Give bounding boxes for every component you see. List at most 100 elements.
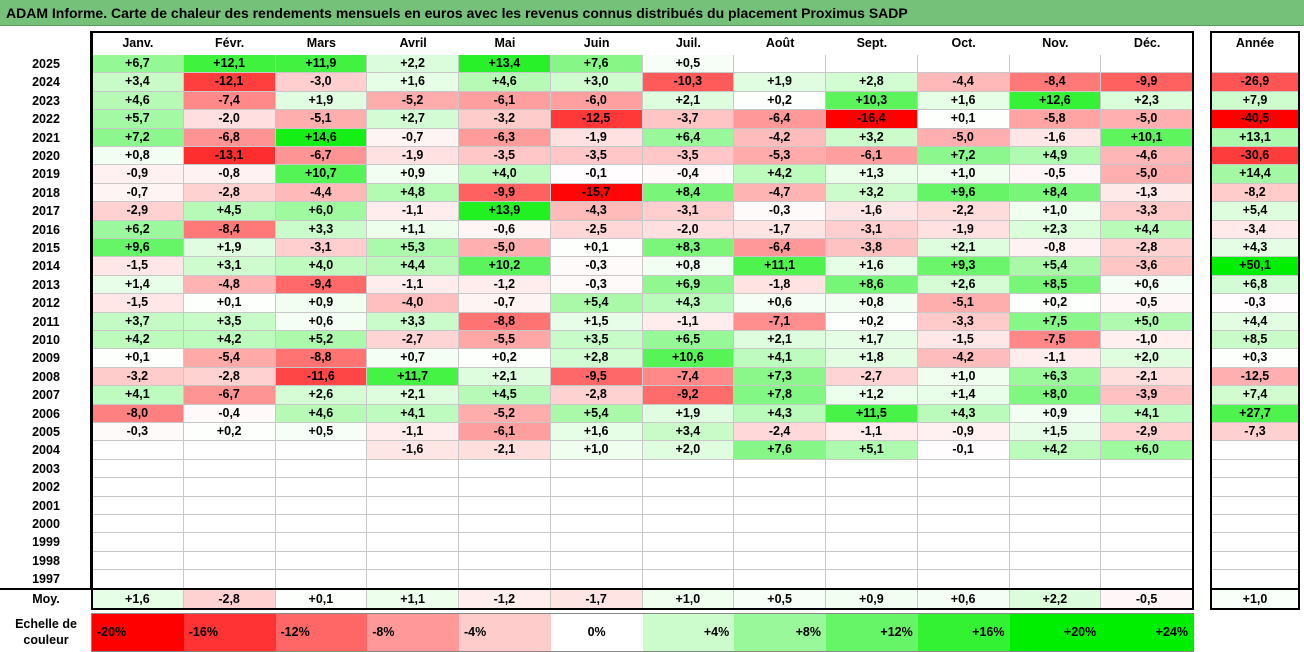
heatmap-cell: +4,1 [1101,404,1193,423]
heatmap-cell: -8,8 [459,312,551,331]
heatmap-cell: +4,2 [734,165,826,184]
heatmap-cell [826,533,918,552]
heatmap-cell: -8,8 [275,349,368,368]
heatmap-cell: +2,2 [367,55,459,74]
color-scale-step: +20% [1009,614,1102,651]
heatmap-cell: -2,1 [459,441,551,460]
month-header: Juil. [675,36,701,50]
heatmap-cell: -1,6 [1009,128,1102,147]
heatmap-cell [642,496,735,515]
heatmap-cell: +1,9 [642,404,735,423]
year-label: 2006 [32,406,60,421]
annual-cell: +50,1 [1211,257,1299,276]
year-label: 2016 [32,222,60,237]
heatmap-cell [917,459,1010,479]
heatmap-cell: -0,3 [550,257,643,276]
heatmap-cell: +0,1 [183,294,276,313]
annual-cell: +27,7 [1211,404,1299,423]
color-scale-step: -16% [183,614,276,651]
heatmap-cell [917,533,1010,552]
heatmap-cell: -5,0 [459,239,551,258]
heatmap-cell: -3,3 [1101,202,1193,221]
heatmap-cell: -5,1 [275,110,368,129]
year-label: 2011 [32,314,60,329]
heatmap-cell [1009,478,1102,497]
heatmap-cell: +4,0 [275,257,368,276]
month-header: Déc. [1133,36,1161,50]
annual-cell: +0,3 [1211,349,1299,368]
heatmap-cell: +6,0 [1101,441,1193,460]
heatmap-cell: -2,8 [183,367,276,387]
heatmap-cell [917,551,1010,571]
month-header: Oct. [951,36,976,50]
heatmap-cell: +10,6 [642,349,735,368]
annual-cell: +8,5 [1211,331,1299,350]
heatmap-cell [734,496,826,515]
heatmap-cell [1101,551,1193,571]
heatmap-cell: +2,3 [1101,91,1193,111]
heatmap-cell: -4,6 [1101,147,1193,166]
heatmap-cell: -1,6 [826,202,918,221]
heatmap-cell: -0,7 [367,128,459,147]
heatmap-cell [275,441,368,460]
year-label: 2008 [32,369,60,384]
heatmap-cell: -4,2 [917,349,1010,368]
heatmap-cell: +3,5 [550,331,643,350]
annual-cell [1211,533,1299,552]
month-header: Mai [494,36,516,50]
heatmap-cell: +11,7 [367,367,459,387]
heatmap-cell: +4,3 [642,294,735,313]
heatmap-cell [92,478,184,497]
color-scale-step: 0% [550,614,643,651]
heatmap-cell [917,478,1010,497]
heatmap-cell [550,515,643,534]
heatmap-cell: +5,4 [550,404,643,423]
month-header: Mars [306,36,336,50]
heatmap-cell: +4,0 [459,165,551,184]
heatmap-cell: +0,2 [734,91,826,111]
heatmap-cell: -1,6 [367,441,459,460]
heatmap-cell: +0,9 [1009,404,1102,423]
heatmap-cell [1009,459,1102,479]
heatmap-cell: -1,2 [459,275,551,295]
heatmap-cell [734,55,826,74]
heatmap-cell: +11,5 [826,404,918,423]
heatmap-cell [550,533,643,552]
heatmap-cell: +8,3 [642,239,735,258]
annual-cell: +4,4 [1211,312,1299,331]
heatmap-cell: +0,1 [917,110,1010,129]
average-cell: +0,9 [826,589,918,609]
heatmap-cell [275,459,368,479]
heatmap-cell [642,459,735,479]
heatmap-cell [183,551,276,571]
heatmap-cell: +2,6 [275,386,368,405]
annual-cell [1211,570,1299,589]
heatmap-cell: +2,6 [917,275,1010,295]
heatmap-cell [459,459,551,479]
heatmap-cell: +7,6 [550,55,643,74]
heatmap-cell [1009,551,1102,571]
year-label: 1998 [32,553,60,568]
heatmap-cell: -7,4 [642,367,735,387]
year-label: 2009 [32,351,60,366]
heatmap-cell: -0,8 [1009,239,1102,258]
year-label: 1999 [32,535,60,550]
heatmap-cell: +3,3 [367,312,459,331]
heatmap-cell: -0,8 [183,165,276,184]
heatmap-cell: +6,9 [642,275,735,295]
annual-cell: +5,4 [1211,202,1299,221]
heatmap-cell: +6,7 [92,55,184,74]
annual-cell: -40,5 [1211,110,1299,129]
heatmap-cell [734,515,826,534]
heatmap-cell: +1,3 [826,165,918,184]
annual-cell: +13,1 [1211,128,1299,147]
heatmap-cell: -4,7 [734,183,826,203]
month-header: Août [765,36,795,50]
heatmap-cell: +0,6 [275,312,368,331]
annual-cell: -3,4 [1211,220,1299,239]
year-label: 2022 [32,112,60,127]
heatmap-cell: +3,3 [275,220,368,239]
heatmap-cell [1101,570,1193,589]
average-cell: -1,7 [550,589,643,609]
year-column-header: Année [1235,36,1275,50]
